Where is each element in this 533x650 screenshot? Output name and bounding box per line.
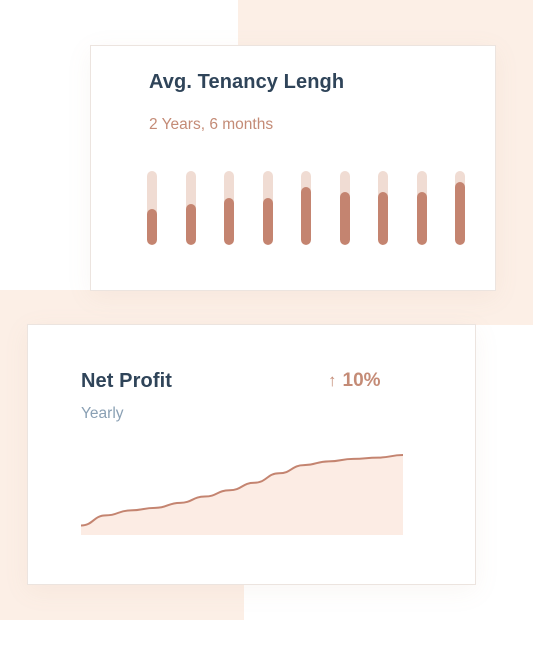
profit-area-fill: [81, 455, 403, 535]
profit-period: Yearly: [81, 405, 124, 422]
tenancy-bar: [416, 171, 427, 245]
tenancy-bar: [378, 171, 388, 245]
tenancy-bar: [339, 171, 350, 245]
tenancy-bar-fill: [416, 191, 427, 245]
tenancy-value: 2 Years, 6 months: [149, 116, 274, 133]
net-profit-title: Net Profit: [81, 370, 172, 392]
profit-line: [81, 454, 403, 527]
tenancy-bar-fill: [262, 198, 273, 245]
tenancy-bar: [301, 171, 311, 245]
tenancy-bar-fill: [185, 204, 196, 245]
tenancy-bar-chart: [147, 171, 467, 245]
tenancy-bar: [185, 171, 196, 245]
tenancy-title: Avg. Tenancy Lengh: [149, 71, 345, 93]
tenancy-bar-fill: [339, 191, 350, 245]
net-profit-card: Net Profit ↑ 10% Yearly: [27, 324, 476, 585]
profit-change-indicator: ↑ 10%: [328, 370, 381, 392]
net-profit-area-chart: [81, 454, 403, 535]
tenancy-bar: [147, 171, 157, 245]
arrow-up-icon: ↑: [328, 371, 337, 390]
tenancy-bar-fill: [455, 182, 465, 245]
tenancy-card: Avg. Tenancy Lengh 2 Years, 6 months: [90, 45, 496, 291]
tenancy-bar-fill: [147, 209, 157, 245]
tenancy-bar-fill: [224, 198, 234, 245]
tenancy-bar: [262, 171, 273, 245]
tenancy-bar: [455, 171, 465, 245]
tenancy-bar: [224, 171, 234, 245]
profit-change-value: 10%: [342, 370, 381, 391]
tenancy-bar-fill: [378, 191, 388, 245]
tenancy-bar-fill: [301, 187, 311, 245]
